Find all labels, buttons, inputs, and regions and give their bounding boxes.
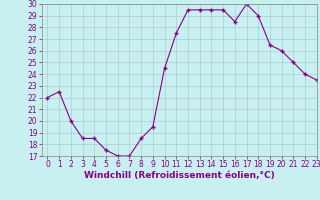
X-axis label: Windchill (Refroidissement éolien,°C): Windchill (Refroidissement éolien,°C)	[84, 171, 275, 180]
